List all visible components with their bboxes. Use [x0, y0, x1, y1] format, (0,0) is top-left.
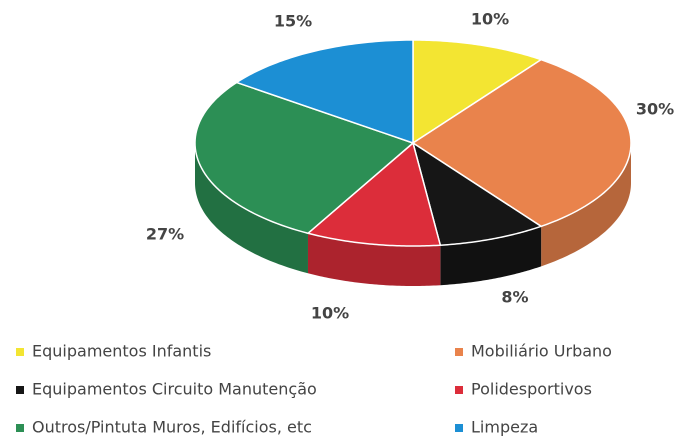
- legend-marker: [16, 348, 24, 356]
- legend-marker: [455, 348, 463, 356]
- slice: [194, 81, 415, 235]
- legend-label: Equipamentos Circuito Manutenção: [32, 380, 317, 399]
- value-label: 10%: [311, 304, 349, 323]
- slice: [411, 58, 632, 228]
- legend-label: Polidesportivos: [471, 380, 592, 399]
- value-label: 15%: [274, 12, 312, 31]
- legend-label: Equipamentos Infantis: [32, 342, 211, 361]
- legend-label: Outros/Pintuta Muros, Edifícios, etc: [32, 418, 312, 437]
- slice: [412, 39, 543, 145]
- slice-side: [541, 143, 631, 267]
- value-label: 10%: [471, 10, 509, 29]
- legend-marker: [455, 386, 463, 394]
- legend-marker: [16, 424, 24, 432]
- slice: [411, 141, 543, 246]
- legend-label: Limpeza: [471, 418, 538, 437]
- slice-side: [195, 143, 308, 274]
- legend-marker: [455, 424, 463, 432]
- legend-marker: [16, 386, 24, 394]
- value-label: 27%: [146, 225, 184, 244]
- value-label: 8%: [501, 288, 528, 307]
- slice: [234, 39, 414, 145]
- value-label: 30%: [636, 100, 674, 119]
- slice: [306, 141, 442, 247]
- legend-label: Mobiliário Urbano: [471, 342, 612, 361]
- slice-side: [440, 226, 542, 286]
